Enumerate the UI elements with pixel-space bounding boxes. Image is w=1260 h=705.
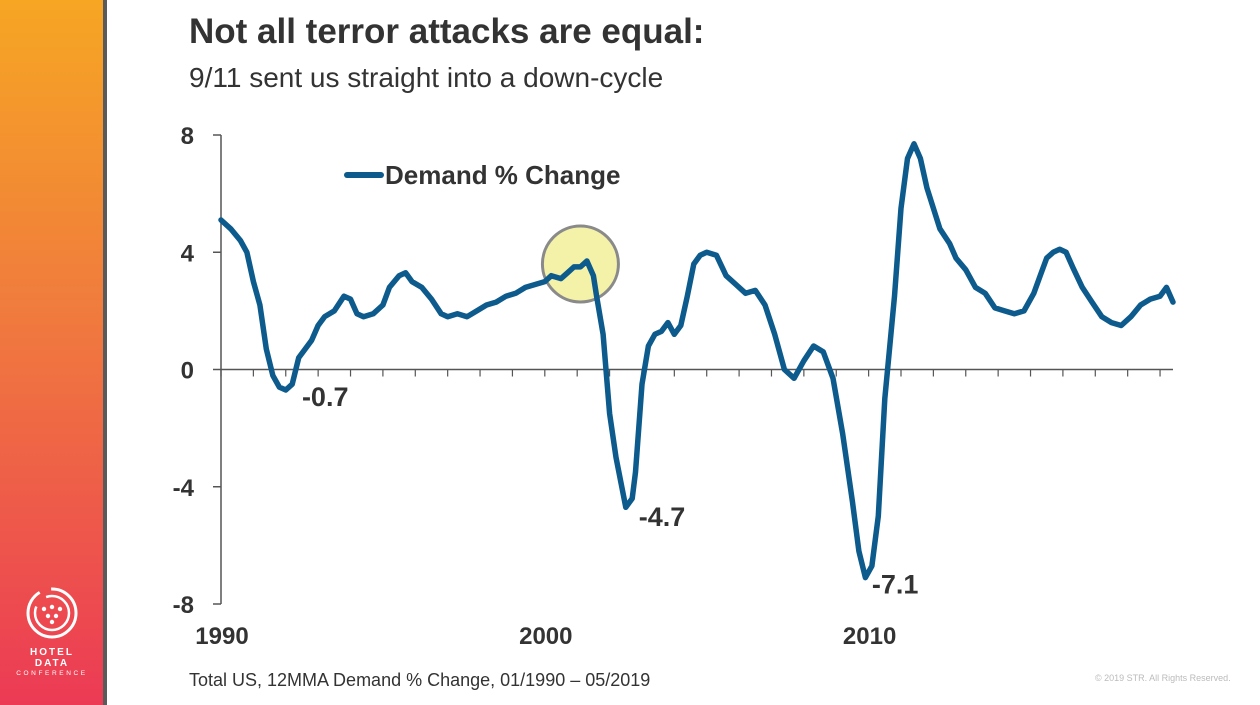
chart-footnote: Total US, 12MMA Demand % Change, 01/1990… — [189, 670, 651, 690]
hotel-data-conference-logo: HOTEL DATA CONFERENCE — [14, 585, 90, 677]
labels-layer: -0.7 -4.7 -7.1 — [302, 382, 918, 600]
copyright-text: © 2019 STR. All Rights Reserved. — [1095, 673, 1231, 683]
logo-line2: CONFERENCE — [16, 670, 88, 677]
logo-line1: HOTEL DATA — [30, 647, 74, 669]
legend-label: Demand % Change — [385, 160, 621, 190]
sidebar-divider — [103, 0, 107, 705]
slide-title: Not all terror attacks are equal: — [189, 12, 705, 51]
y-tick-label: 4 — [181, 240, 195, 267]
series-layer — [218, 141, 1176, 581]
y-tick-label: -4 — [173, 475, 195, 502]
slide-subtitle: 9/11 sent us straight into a down-cycle — [189, 62, 664, 93]
x-tick-label: 1990 — [195, 623, 248, 650]
sidebar-gradient — [0, 0, 103, 705]
trough-label: -0.7 — [302, 382, 349, 412]
y-tick-label: 0 — [181, 358, 194, 385]
trough-label: -7.1 — [872, 569, 919, 599]
y-tick-label: 8 — [181, 123, 194, 150]
conference-logo-icon — [26, 587, 78, 639]
x-tick-label: 2010 — [843, 623, 896, 650]
x-tick-label: 2000 — [519, 623, 572, 650]
legend: Demand % Change — [344, 160, 621, 190]
y-tick-label: -8 — [173, 592, 194, 619]
trough-label: -4.7 — [639, 502, 686, 532]
demand-change-line — [218, 141, 1176, 581]
